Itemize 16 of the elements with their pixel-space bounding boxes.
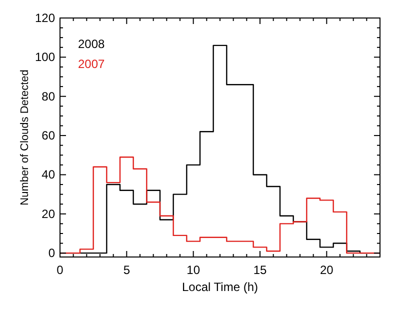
x-tick-label: 5: [123, 263, 130, 277]
y-tick-label: 80: [42, 89, 56, 104]
y-tick-label: 20: [42, 206, 56, 221]
x-tick-label: 15: [253, 263, 267, 277]
y-tick-label: 40: [42, 168, 56, 182]
x-tick-label: 20: [320, 263, 334, 277]
x-tick-label: 10: [186, 263, 200, 277]
y-tick-label: 100: [34, 50, 56, 64]
x-tick-label: 0: [56, 263, 64, 277]
y-axis-title: Number of Clouds Detected: [19, 70, 31, 206]
y-tick-label: 120: [34, 11, 56, 25]
x-axis-title: Local Time (h): [182, 280, 258, 294]
y-tick-label: 0: [48, 246, 56, 260]
text: 2007: [78, 57, 106, 71]
text: 2008: [78, 37, 106, 51]
y-tick-label: 60: [42, 128, 56, 143]
